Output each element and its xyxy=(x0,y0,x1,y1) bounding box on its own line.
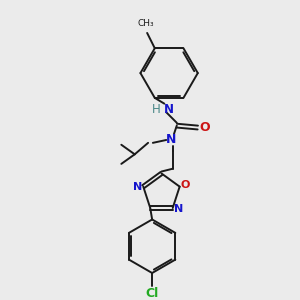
Text: CH₃: CH₃ xyxy=(138,19,154,28)
Text: H: H xyxy=(152,103,161,116)
Text: N: N xyxy=(164,103,173,116)
Text: N: N xyxy=(174,204,183,214)
Text: O: O xyxy=(181,180,190,190)
Text: N: N xyxy=(166,134,176,146)
Text: N: N xyxy=(133,182,142,192)
Text: O: O xyxy=(199,121,210,134)
Text: Cl: Cl xyxy=(146,286,159,300)
